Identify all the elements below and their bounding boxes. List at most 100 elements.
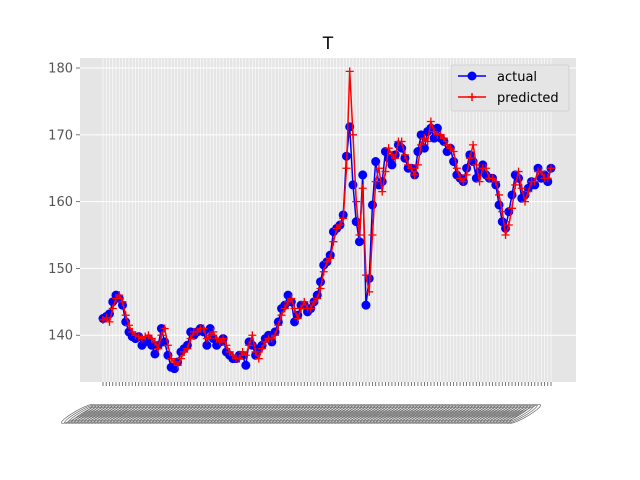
data-point-predicted [342,164,351,173]
data-point-predicted [381,167,390,176]
data-point-predicted [345,67,354,76]
data-point-actual [283,290,293,300]
data-point-predicted [504,221,513,230]
data-point-predicted [163,341,172,350]
data-point-predicted [491,177,500,186]
data-point-predicted [274,321,283,330]
data-point-predicted [160,324,169,333]
data-point-predicted [251,347,260,356]
data-point-predicted [547,164,555,173]
data-point-predicted [235,354,244,363]
data-point-predicted [355,231,364,240]
data-point-predicted [241,351,250,360]
data-point-actual [371,157,381,167]
data-point-predicted [150,337,159,346]
y-tick-label: 150 [48,262,73,277]
data-point-predicted [254,354,263,363]
legend-marker-actual [467,71,477,81]
data-point-predicted [222,341,231,350]
data-point-actual [290,317,300,327]
data-point-predicted [482,164,491,173]
y-tick-label: 170 [48,128,73,143]
y-tick-label: 180 [48,62,73,77]
data-point-predicted [371,177,380,186]
data-point-predicted [173,361,182,370]
data-point-predicted [186,334,195,343]
data-point-actual [429,133,439,143]
data-point-actual [150,349,160,359]
data-point-predicted [417,140,426,149]
data-point-predicted [183,344,192,353]
data-point-predicted [400,150,409,159]
data-point-predicted [154,344,163,353]
legend-item-actual: actual [458,70,537,85]
data-point-predicted [511,180,520,189]
y-tick-label: 160 [48,195,73,210]
data-point-predicted [368,231,377,240]
series-layer [98,67,556,374]
data-point-predicted [199,324,208,333]
data-point-predicted [475,177,484,186]
y-axis: 140 150 160 170 180 [48,62,80,344]
data-point-predicted [517,184,526,193]
data-point-predicted [339,214,348,223]
data-point-predicted [365,287,374,296]
data-point-actual [169,364,179,374]
data-point-predicted [358,184,367,193]
data-point-predicted [423,137,432,146]
data-point-predicted [287,294,296,303]
data-point-predicted [530,177,539,186]
series-predicted [99,67,555,370]
data-point-predicted [348,130,357,139]
data-point-predicted [300,297,309,306]
data-point-predicted [280,304,289,313]
data-point-predicted [176,354,185,363]
data-point-predicted [115,291,124,300]
data-point-predicted [397,137,406,146]
data-point-predicted [439,134,448,143]
data-point-predicted [514,167,523,176]
data-point-predicted [258,344,267,353]
data-point-predicted [319,267,328,276]
data-point-predicted [105,317,114,326]
data-point-predicted [537,167,546,176]
data-point-predicted [391,154,400,163]
data-point-actual [507,190,517,200]
data-point-predicted [118,297,127,306]
data-point-predicted [248,331,257,340]
data-point-predicted [271,331,280,340]
data-point-predicted [124,321,133,330]
data-point-actual [361,300,371,310]
data-point-actual [147,340,157,350]
legend-label-predicted: predicted [497,91,559,106]
data-point-actual [354,237,364,247]
data-point-predicted [462,170,471,179]
data-point-predicted [426,117,435,126]
data-point-predicted [219,334,228,343]
data-point-predicted [245,341,254,350]
data-point-predicted [469,140,478,149]
y-tick-label: 140 [48,329,73,344]
data-point-predicted [361,271,370,280]
data-point-predicted [410,170,419,179]
data-point-predicted [407,164,416,173]
data-point-actual [202,340,212,350]
data-point-predicted [108,304,117,313]
data-point-predicted [335,221,344,230]
legend-marker-predicted [468,93,476,101]
data-point-predicted [449,147,458,156]
data-point-predicted [209,327,218,336]
data-point-actual [241,360,251,370]
data-point-predicted [352,197,361,206]
data-point-predicted [306,304,315,313]
data-point-actual [205,324,215,334]
data-point-predicted [465,154,474,163]
data-point-predicted [329,237,338,246]
legend: actual predicted [450,64,570,112]
data-point-predicted [378,187,387,196]
data-point-predicted [313,294,322,303]
data-point-predicted [459,177,468,186]
data-point-predicted [384,144,393,153]
data-point-predicted [521,197,530,206]
